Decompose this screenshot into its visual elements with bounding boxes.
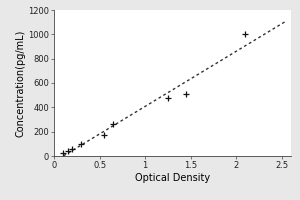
Point xyxy=(184,92,189,96)
Point xyxy=(166,96,170,99)
Point xyxy=(79,142,84,145)
Y-axis label: Concentration(pg/mL): Concentration(pg/mL) xyxy=(15,29,26,137)
Point xyxy=(61,151,65,155)
Point xyxy=(102,134,106,137)
X-axis label: Optical Density: Optical Density xyxy=(135,173,210,183)
Point xyxy=(65,150,70,153)
Point xyxy=(111,122,116,125)
Point xyxy=(243,33,248,36)
Point xyxy=(70,147,75,150)
